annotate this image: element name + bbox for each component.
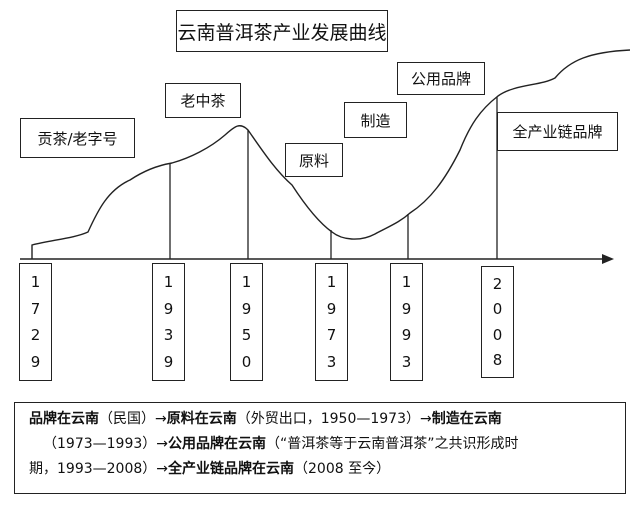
summary-bold: 全产业链品牌在云南 <box>168 461 294 477</box>
year-box-1950: 1 9 5 0 <box>230 263 263 381</box>
stage-label-manufacturing: 制造 <box>344 102 407 138</box>
development-curve <box>31 49 631 259</box>
year-digit: 8 <box>492 351 503 370</box>
stage-label-full-chain-brand: 全产业链品牌 <box>497 112 618 151</box>
summary-text: （“普洱茶等于云南普洱茶”之共识形成时 <box>266 436 519 452</box>
year-digit: 2 <box>492 274 503 293</box>
summary-bold: 公用品牌在云南 <box>168 436 266 452</box>
year-box-1993: 1 9 9 3 <box>390 263 423 381</box>
year-box-1939: 1 9 3 9 <box>152 263 185 381</box>
year-digit: 9 <box>401 326 412 345</box>
year-digit: 3 <box>401 353 412 372</box>
summary-line-3: 期，1993—2008）→全产业链品牌在云南（2008 至今） <box>29 457 617 482</box>
year-digit: 9 <box>163 299 174 318</box>
year-digit: 0 <box>492 325 503 344</box>
summary-text: （民国）→ <box>99 411 167 427</box>
year-digit: 0 <box>241 353 252 372</box>
summary-bold: 品牌在云南 <box>29 411 99 427</box>
summary-line-2: （1973—1993）→公用品牌在云南（“普洱茶等于云南普洱茶”之共识形成时 <box>29 432 617 457</box>
year-box-1973: 1 9 7 3 <box>315 263 348 381</box>
year-digit: 9 <box>163 353 174 372</box>
year-digit: 1 <box>401 272 412 291</box>
year-box-2008: 2 0 0 8 <box>481 266 514 378</box>
year-digit: 0 <box>492 300 503 319</box>
year-box-1729: 1 7 2 9 <box>19 263 52 381</box>
year-digit: 9 <box>401 299 412 318</box>
summary-text: （2008 至今） <box>294 461 391 477</box>
stage-label-old-zhongcha: 老中茶 <box>165 83 241 118</box>
stage-label-raw-material: 原料 <box>285 143 343 177</box>
summary-text: （外贸出口，1950—1973）→ <box>236 411 432 427</box>
year-digit: 1 <box>326 272 337 291</box>
year-digit: 9 <box>326 299 337 318</box>
summary-line-1: 品牌在云南（民国）→原料在云南（外贸出口，1950—1973）→制造在云南 <box>29 407 617 432</box>
summary-bold: 制造在云南 <box>431 411 502 427</box>
year-digit: 2 <box>30 326 41 345</box>
summary-text: （1973—1993）→ <box>43 436 168 452</box>
timeline-arrowhead <box>602 254 614 264</box>
year-digit: 5 <box>241 326 252 345</box>
year-digit: 1 <box>241 272 252 291</box>
summary-box: 品牌在云南（民国）→原料在云南（外贸出口，1950—1973）→制造在云南 （1… <box>14 402 626 494</box>
year-digit: 7 <box>326 326 337 345</box>
year-digit: 3 <box>163 326 174 345</box>
year-digit: 1 <box>163 272 174 291</box>
year-digit: 3 <box>326 353 337 372</box>
year-digit: 9 <box>241 299 252 318</box>
summary-text: 期，1993—2008）→ <box>29 461 168 477</box>
year-digit: 9 <box>30 353 41 372</box>
year-digit: 1 <box>30 272 41 291</box>
year-digit: 7 <box>30 299 41 318</box>
summary-bold: 原料在云南 <box>166 411 237 427</box>
diagram-title: 云南普洱茶产业发展曲线 <box>176 10 388 52</box>
stage-label-public-brand: 公用品牌 <box>397 62 485 95</box>
stage-label-tribute: 贡茶/老字号 <box>20 118 135 158</box>
